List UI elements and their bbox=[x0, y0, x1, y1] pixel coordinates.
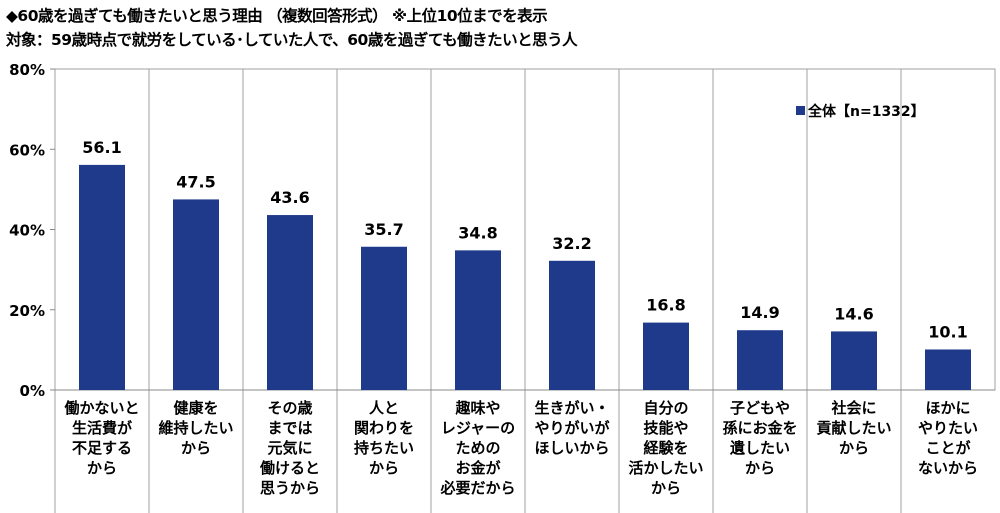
category-label: 元気に bbox=[267, 439, 312, 457]
bar bbox=[925, 349, 971, 390]
category-label: 働けると bbox=[259, 459, 320, 477]
category-label: 人と bbox=[369, 399, 399, 417]
category-label: 働かないと bbox=[63, 399, 139, 417]
category-label: 持ちたい bbox=[354, 439, 414, 457]
y-tick-label: 60% bbox=[9, 141, 45, 159]
category-label: やりたい bbox=[918, 419, 978, 437]
category-label: から bbox=[369, 459, 399, 477]
category-label: 子どもや bbox=[730, 399, 790, 417]
bar bbox=[455, 250, 501, 390]
chart-subtitle: 対象：59歳時点で就労をしている･していた人で、60歳を過ぎても働きたいと思う人 bbox=[6, 31, 578, 49]
category-label: 貢献したい bbox=[816, 419, 891, 437]
category-label: レジャーの bbox=[441, 419, 515, 437]
category-label: から bbox=[651, 479, 681, 497]
category-label: 技能や bbox=[643, 419, 688, 437]
bar bbox=[549, 260, 595, 390]
category-label: ほかに bbox=[925, 399, 970, 417]
data-label: 14.9 bbox=[740, 303, 779, 322]
category-label: お金が bbox=[455, 459, 501, 477]
y-tick-label: 40% bbox=[9, 222, 45, 240]
category-label: 思うから bbox=[260, 479, 320, 497]
data-label: 32.2 bbox=[552, 234, 591, 253]
category-label: 健康を bbox=[173, 399, 218, 417]
category-label: から bbox=[87, 459, 117, 477]
category-label: 自分の bbox=[643, 399, 688, 417]
bar bbox=[361, 246, 407, 390]
data-label: 34.8 bbox=[458, 223, 497, 242]
category-label: 社会に bbox=[830, 399, 876, 417]
bar bbox=[79, 164, 125, 390]
data-label: 14.6 bbox=[834, 304, 873, 323]
category-label: 孫にお金を bbox=[722, 419, 797, 437]
y-tick-label: 20% bbox=[9, 302, 45, 320]
y-tick-label: 80% bbox=[9, 61, 45, 79]
bar bbox=[737, 330, 783, 390]
category-label: 不足する bbox=[72, 439, 132, 457]
category-label: から bbox=[181, 439, 211, 457]
data-label: 56.1 bbox=[82, 138, 121, 157]
bar bbox=[173, 199, 219, 390]
category-label: 遺したい bbox=[729, 439, 790, 457]
category-label: 生活費が bbox=[72, 419, 133, 437]
category-label: その歳 bbox=[267, 399, 312, 417]
legend-swatch bbox=[796, 106, 805, 115]
category-label: やりがいが bbox=[534, 419, 610, 437]
data-label: 16.8 bbox=[646, 296, 685, 315]
chart-title: ◆60歳を過ぎても働きたいと思う理由 （複数回答形式） ※上位10位までを表示 bbox=[6, 7, 548, 25]
category-label: 経験を bbox=[643, 439, 688, 457]
category-label: 維持したい bbox=[158, 419, 233, 437]
category-label: ための bbox=[455, 439, 500, 457]
data-label: 47.5 bbox=[176, 172, 215, 191]
category-label: 必要だから bbox=[439, 479, 515, 497]
data-label: 43.6 bbox=[270, 188, 309, 207]
category-label: ほしいから bbox=[534, 439, 609, 457]
category-label: 趣味や bbox=[454, 399, 500, 417]
category-label: から bbox=[839, 439, 869, 457]
category-label: から bbox=[745, 459, 775, 477]
category-label: 関わりを bbox=[354, 419, 414, 437]
legend-label: 全体【n=1332】 bbox=[807, 103, 925, 120]
category-label: 生きがい・ bbox=[534, 399, 609, 417]
category-label: ことが bbox=[925, 439, 971, 457]
y-tick-label: 0% bbox=[20, 382, 45, 400]
data-label: 10.1 bbox=[928, 322, 967, 341]
category-label: までは bbox=[267, 419, 312, 437]
bar bbox=[831, 331, 877, 390]
bar bbox=[643, 322, 689, 390]
bar bbox=[267, 215, 313, 390]
category-label: 活かしたい bbox=[628, 459, 703, 477]
data-label: 35.7 bbox=[364, 220, 403, 239]
category-label: ないから bbox=[918, 459, 978, 477]
